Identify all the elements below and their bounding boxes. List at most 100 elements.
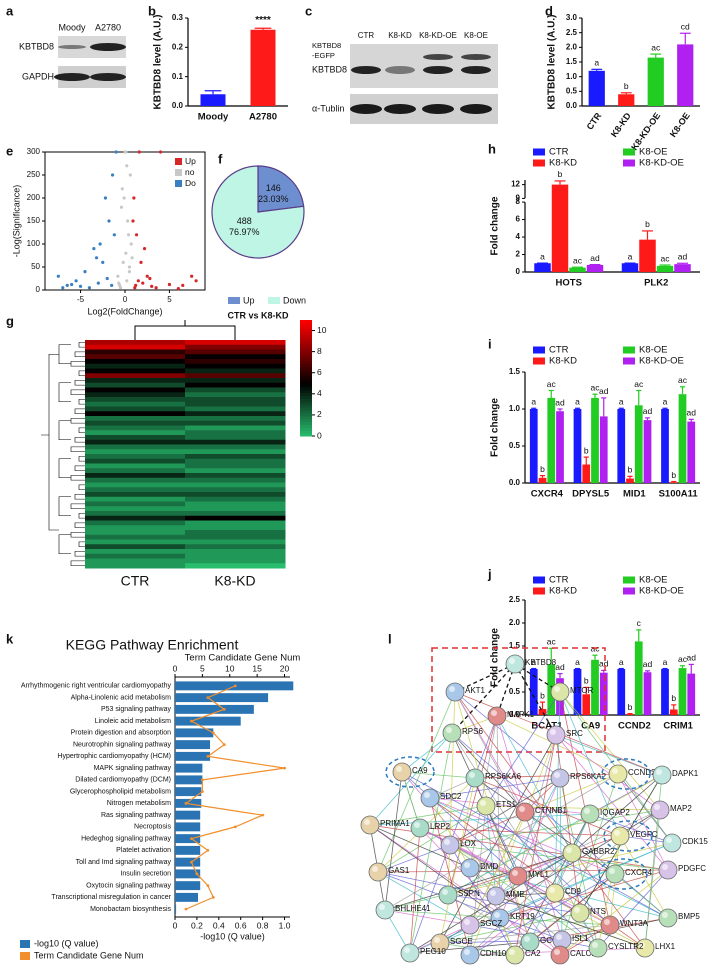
y-tick-label: 0 <box>516 267 521 276</box>
node-label: MTOR <box>570 686 594 695</box>
bar <box>175 763 203 773</box>
edge <box>369 824 501 919</box>
node-label: MYL1 <box>528 870 549 879</box>
node <box>580 804 600 824</box>
node-highlight <box>524 936 530 942</box>
blot-band <box>422 104 454 114</box>
bar <box>618 94 635 106</box>
edge <box>447 842 673 896</box>
legend-swatch <box>20 940 30 948</box>
node-highlight <box>604 919 610 925</box>
node <box>610 826 630 846</box>
y-tick-label: Platelet activation <box>116 847 171 854</box>
bar-letter: ad <box>643 406 653 416</box>
point <box>103 196 108 200</box>
heat-cell <box>185 354 286 360</box>
heat-cell <box>85 468 186 474</box>
colorbar-step <box>300 398 312 402</box>
point <box>110 173 115 177</box>
y-tick-label: 0.2 <box>172 42 184 51</box>
edge <box>377 871 563 941</box>
node-highlight <box>491 710 497 716</box>
x-tick-label: HOTS <box>556 278 582 289</box>
line-point <box>206 884 210 888</box>
heat-cell <box>185 401 286 407</box>
edge <box>495 892 556 897</box>
heat-cell <box>185 496 286 502</box>
legend-label: Up <box>243 295 255 305</box>
edge <box>377 691 456 873</box>
colorbar-step <box>300 331 312 335</box>
bar <box>573 409 582 483</box>
bar <box>599 672 608 715</box>
point <box>61 286 65 290</box>
edge <box>419 827 621 837</box>
heat-cell <box>185 463 286 469</box>
bar-letter: a <box>575 657 580 667</box>
node-label: GCG <box>540 936 558 945</box>
colorbar-step <box>300 363 312 367</box>
point <box>94 256 99 260</box>
node-label: MAPK1 <box>507 710 535 719</box>
colorbar-step <box>300 392 312 396</box>
point <box>150 284 154 288</box>
bar-letter: b <box>584 445 589 455</box>
heat-cell <box>185 359 286 365</box>
legend-swatch <box>533 576 545 584</box>
edge <box>614 873 669 919</box>
y-tick-label: 200 <box>27 193 41 202</box>
heat-cell <box>85 378 186 384</box>
lane-label: K8-KD-OE <box>419 31 457 40</box>
y-tick-label: Linoleic acid metabolism <box>95 718 171 725</box>
bar <box>569 267 586 272</box>
edge <box>559 691 661 811</box>
bar <box>643 420 652 483</box>
x-tick-label: 0.8 <box>257 920 269 930</box>
heat-cell <box>85 344 186 350</box>
bar <box>599 416 608 483</box>
y-tick-label: 1.0 <box>509 404 521 413</box>
node-highlight <box>612 768 618 774</box>
edge <box>529 813 591 943</box>
bar <box>547 397 556 483</box>
edge <box>496 715 563 941</box>
panel-label: i <box>488 336 492 351</box>
y-axis-label: KBTBD8 level (A.U.) <box>547 14 558 109</box>
colorbar-step <box>300 409 312 414</box>
bar <box>175 904 177 914</box>
node-highlight <box>512 870 518 876</box>
legend-label: Do <box>185 178 196 188</box>
node-highlight <box>592 942 598 948</box>
point <box>101 260 105 264</box>
colorbar-step <box>300 328 312 333</box>
colorbar-step <box>300 334 312 338</box>
bar <box>175 716 241 726</box>
node <box>486 886 506 906</box>
y-tick-label: 1.5 <box>509 367 521 376</box>
node-highlight <box>656 769 662 775</box>
point <box>70 282 74 287</box>
bar-letter: ad <box>678 252 688 262</box>
bar <box>643 672 652 715</box>
y-tick-label: 0.1 <box>172 72 184 81</box>
heat-cell <box>185 482 286 488</box>
bar <box>678 394 687 483</box>
bar-letter: b <box>584 676 589 686</box>
heat-cell <box>85 558 186 564</box>
heat-cell <box>85 520 186 526</box>
point <box>131 219 135 223</box>
bar-letter: ac <box>651 42 661 52</box>
colorbar-step <box>300 412 312 417</box>
y-tick-label: 0.0 <box>172 101 184 110</box>
line-point <box>200 778 204 782</box>
highlight-ring <box>385 756 435 788</box>
node <box>550 768 570 788</box>
heat-cell <box>85 363 186 369</box>
edge <box>439 734 557 944</box>
legend-swatch <box>533 159 545 167</box>
colorbar-step <box>300 389 312 393</box>
node-highlight <box>554 772 560 778</box>
heat-cell <box>85 501 186 507</box>
node-label: LHX1 <box>655 942 676 951</box>
colorbar-step <box>300 395 312 399</box>
